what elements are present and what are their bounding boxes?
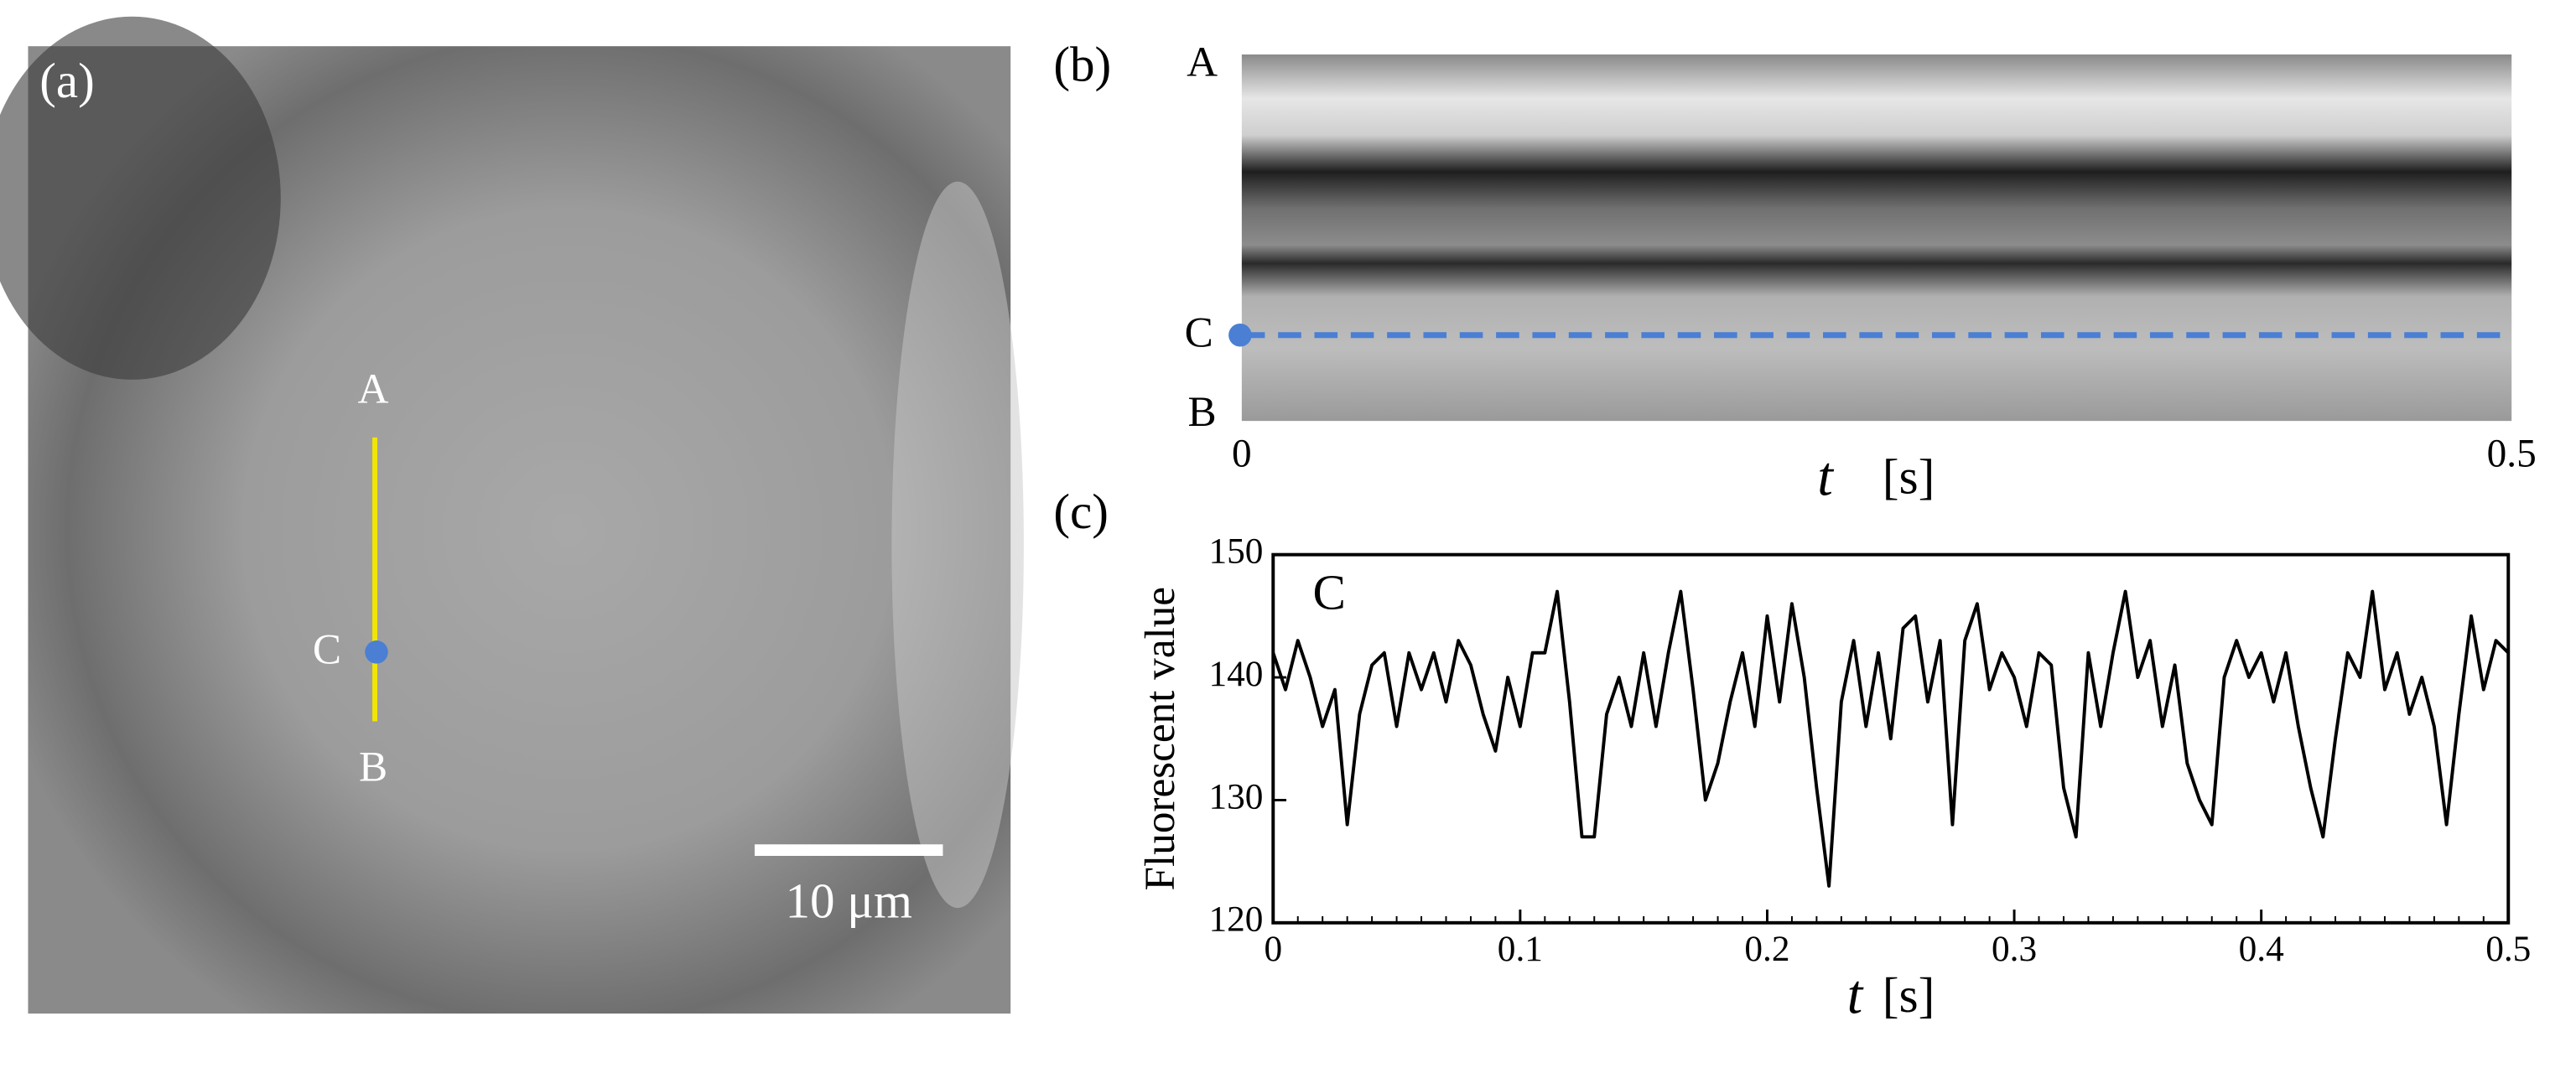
bright-region [891,181,1024,909]
y-axis-label: Fluorescent value [1136,587,1184,890]
x-tick-label: 0 [1232,432,1252,475]
annotation: C [1313,564,1346,619]
data-line [1271,589,2510,888]
y-tick-label: 140 [1208,654,1263,694]
x-label-symbol: t [1817,445,1834,507]
marker: B [359,743,387,790]
marker: B [1188,388,1217,436]
x-tick-label: 0.3 [1992,929,2037,969]
panel-label: (b) [1053,36,1111,91]
y-tick-label: 120 [1208,899,1263,940]
x-label-unit: [s] [1883,967,1935,1023]
line-chart: 120 130 140 150 0 0.1 0.2 0.3 0.4 0.5 Fluorescent … [1136,531,2531,1026]
x-tick-label: 0.4 [2239,929,2284,969]
x-label-symbol: t [1847,964,1864,1026]
marker: A [358,365,389,412]
x-tick-label: 0.1 [1498,929,1543,969]
x-tick-label: 0.5 [2485,929,2531,969]
x-label-unit: [s] [1883,449,1935,505]
dark-region [0,16,281,380]
point-c [1228,323,1252,347]
panel-label: (c) [1053,484,1109,539]
panel-label: (a) [39,53,95,108]
y-tick-label: 130 [1208,776,1263,816]
marker: A [1187,39,1218,86]
scale-bar-label: 10 μm [785,873,911,929]
marker: C [1185,308,1213,356]
marker: C [313,626,341,674]
y-tick-label: 150 [1208,531,1263,572]
kymograph [1241,54,2512,422]
x-tick-label: 0.5 [2487,432,2537,475]
point-c [365,640,388,664]
x-tick-label: 0.2 [1744,929,1789,969]
x-tick-label: 0 [1264,929,1282,969]
